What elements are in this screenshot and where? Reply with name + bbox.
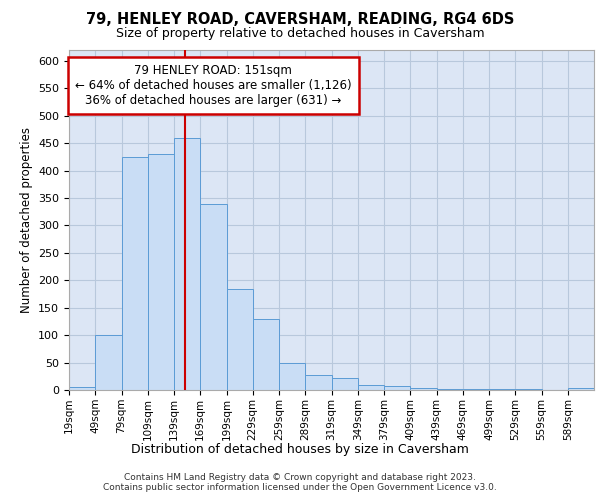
Bar <box>122 157 148 390</box>
Text: 79 HENLEY ROAD: 151sqm
← 64% of detached houses are smaller (1,126)
36% of detac: 79 HENLEY ROAD: 151sqm ← 64% of detached… <box>75 64 352 107</box>
Bar <box>174 138 200 390</box>
Bar <box>384 386 410 390</box>
Bar <box>305 375 331 390</box>
Bar <box>148 154 174 390</box>
Bar <box>227 288 253 390</box>
Bar <box>410 388 437 390</box>
Bar <box>69 388 95 390</box>
Text: Size of property relative to detached houses in Caversham: Size of property relative to detached ho… <box>116 28 484 40</box>
Bar <box>253 318 279 390</box>
Bar <box>332 378 358 390</box>
Bar <box>437 389 463 390</box>
Text: 79, HENLEY ROAD, CAVERSHAM, READING, RG4 6DS: 79, HENLEY ROAD, CAVERSHAM, READING, RG4… <box>86 12 514 28</box>
Text: Contains HM Land Registry data © Crown copyright and database right 2023.
Contai: Contains HM Land Registry data © Crown c… <box>103 473 497 492</box>
Bar <box>279 362 305 390</box>
Bar <box>200 204 227 390</box>
Y-axis label: Number of detached properties: Number of detached properties <box>20 127 32 313</box>
Bar <box>358 384 384 390</box>
Bar <box>568 388 594 390</box>
Bar <box>95 335 121 390</box>
Text: Distribution of detached houses by size in Caversham: Distribution of detached houses by size … <box>131 442 469 456</box>
